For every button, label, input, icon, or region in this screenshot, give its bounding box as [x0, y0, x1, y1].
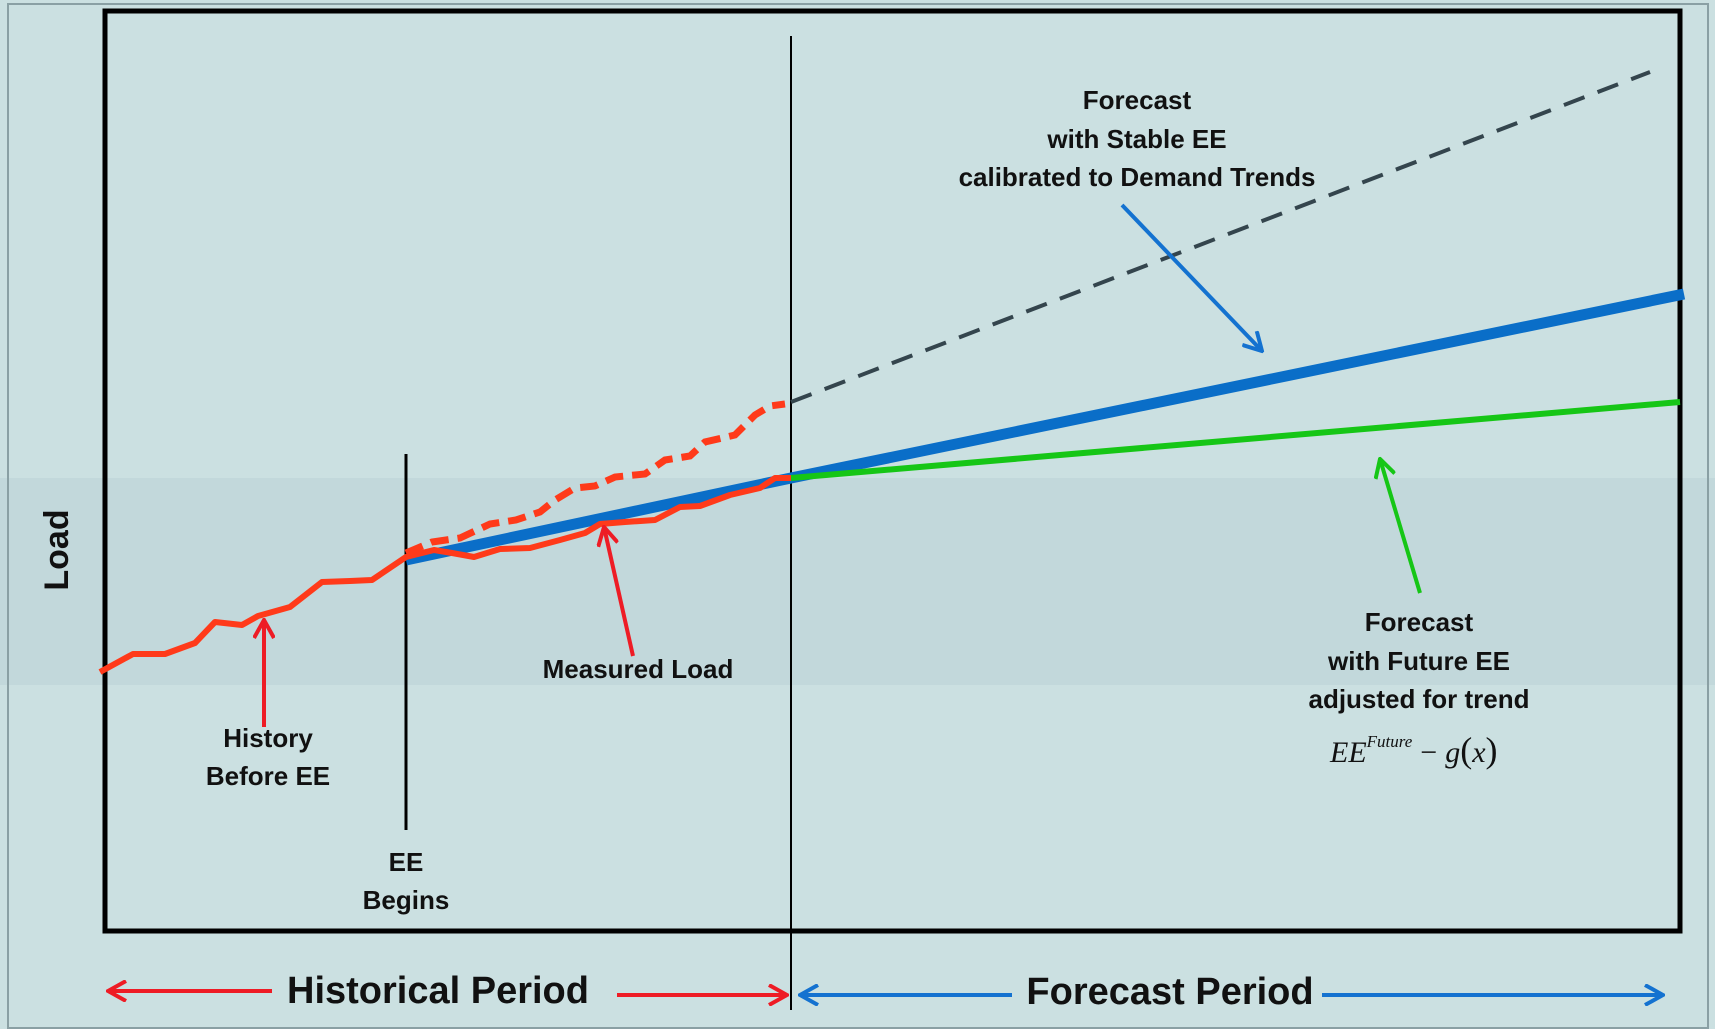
- forecast-future-label-line-3: adjusted for trend: [1308, 684, 1529, 714]
- forecast-period-label: Forecast Period: [1026, 971, 1313, 1013]
- forecast-stable-label-line-2: with Stable EE: [1046, 124, 1226, 154]
- future-ee-line: [790, 399, 1681, 481]
- historical-period-label: Historical Period: [287, 970, 589, 1012]
- measured-load-callout-arrow: [604, 527, 635, 657]
- stable-ee-callout-arrow: [1120, 203, 1262, 351]
- outer-frame: [7, 3, 1709, 1029]
- future-ee-callout-arrow: [1380, 459, 1422, 594]
- y-axis-label: Load: [38, 509, 76, 590]
- formula-base: EE: [1329, 736, 1367, 769]
- formula: EEFuture − g(x): [1329, 730, 1498, 770]
- history-line: [98, 475, 791, 675]
- formula-right-paren: ): [1486, 730, 1498, 770]
- formula-minus: −: [1420, 736, 1437, 769]
- highlight-band: [0, 478, 1715, 685]
- forecast-stable-label-line-1: Forecast: [1083, 85, 1192, 115]
- formula-function: g: [1445, 736, 1460, 769]
- baseline-without-ee-line: [404, 400, 786, 557]
- formula-left-paren: (: [1460, 730, 1472, 770]
- ee-begins-label-line-2: Begins: [363, 885, 450, 915]
- formula-argument: x: [1471, 736, 1486, 769]
- measured-load-label: Measured Load: [543, 654, 734, 684]
- history-label-line-2: Before EE: [206, 761, 330, 791]
- forecast-future-label-line-2: with Future EE: [1327, 646, 1510, 676]
- ee-begins-label-line-1: EE: [389, 847, 424, 877]
- extrapolation-line: [790, 70, 1651, 404]
- plot-frame: [102, 8, 1683, 934]
- formula-superscript: Future: [1366, 732, 1413, 751]
- forecast-future-label-line-1: Forecast: [1365, 607, 1474, 637]
- history-label-line-1: History: [223, 723, 313, 753]
- forecast-stable-label-line-3: calibrated to Demand Trends: [959, 162, 1316, 192]
